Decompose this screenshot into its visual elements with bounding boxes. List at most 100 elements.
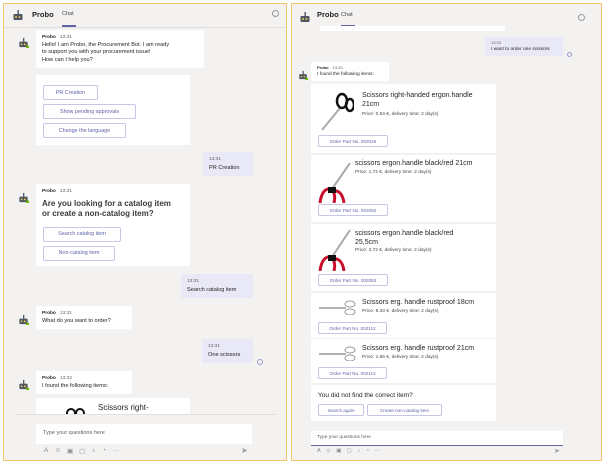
compose-toolbar: A ☺ ▣ ▢ ♁ ◔ ··· [44, 447, 119, 455]
format-icon[interactable]: A [317, 448, 321, 454]
schedule-icon[interactable]: ◔ [365, 448, 370, 454]
chat-title: Probo [317, 10, 339, 19]
message-line: to support you with your procurement iss… [42, 49, 151, 55]
emoji-icon[interactable]: ☺ [325, 448, 332, 454]
timestamp: 13:31 [59, 35, 72, 40]
user-message: 13:33 I want to order one scissors [485, 37, 563, 56]
scissors-image [66, 408, 85, 414]
item-name: Scissors right-handed ergon.handle 21cm [362, 92, 473, 108]
not-found-section: You did not find the correct item? Searc… [311, 385, 496, 421]
tab-chat[interactable]: Chat [341, 12, 353, 18]
message-text: One scissors [208, 352, 241, 358]
item-name: Scissors erg. handle rustproof 18cm [362, 299, 475, 306]
chat-panel-right: Probo Chat 13:33 I want to order one sci… [291, 3, 602, 461]
read-receipt-icon [257, 359, 263, 365]
compose-toolbar: A ☺ ▣ ▢ ♁ ◔ ··· [317, 448, 380, 454]
order-part-button[interactable]: Order Part No. 002083 [318, 274, 388, 286]
timestamp: 13:31 [59, 189, 72, 194]
message-text: I want to order one scissors [491, 46, 550, 52]
sender: Probo [42, 376, 56, 381]
sender: Probo [317, 65, 329, 70]
send-icon[interactable]: ➤ [554, 448, 560, 455]
tab-active-indicator [62, 25, 76, 27]
send-icon[interactable]: ➤ [241, 446, 248, 455]
scissors-image [319, 300, 356, 315]
message-text: What do you want to order? [42, 317, 111, 324]
message-text: I found the following items: [42, 382, 109, 389]
user-message: 13:31 PR Creation [203, 152, 253, 176]
non-catalog-item-button[interactable]: Non-catalog item [43, 246, 115, 261]
sticker-icon[interactable]: ▢ [79, 448, 86, 455]
gif-icon[interactable]: ▣ [336, 448, 342, 454]
tab-chat[interactable]: Chat [62, 11, 74, 17]
read-receipt-icon [567, 52, 572, 57]
search-again-button[interactable]: Search again [318, 404, 364, 416]
scissors-image [318, 229, 351, 271]
message-input[interactable]: Type your questions here [36, 424, 252, 444]
item-entry: scissors ergon.handle black/red 21cm Pri… [311, 155, 496, 222]
bot-message: Probo 13:31 Hello! I am Probo, the Procur… [36, 30, 204, 68]
previous-card-edge [320, 26, 505, 31]
order-part-button[interactable]: Order Part No. 002113 [318, 367, 387, 379]
message-title-line: or create a non-catalog item? [42, 209, 154, 218]
item-entry: scissors ergon.handle black/red 25,5cm Pr… [311, 224, 496, 291]
message-text: I found the following items: [317, 71, 374, 77]
order-part-button[interactable]: Order Part No. 002082 [318, 204, 388, 216]
item-name: Scissors right- [98, 403, 149, 412]
scissors-image [319, 346, 356, 361]
timestamp: 13:31 [208, 344, 221, 349]
order-part-button[interactable]: Order Part No. 002112 [318, 322, 387, 334]
message-title-line: Are you looking for a catalog item [42, 198, 171, 208]
item-entry: Scissors right-handed ergon.handle 21cm P… [311, 84, 496, 153]
sticker-icon[interactable]: ▢ [346, 448, 352, 454]
pr-creation-button[interactable]: PR Creation [43, 85, 98, 100]
create-non-catalog-item-button[interactable]: Create non-catalog item [367, 404, 442, 416]
item-price: Price: 3.72 €, delivery time: 2 day(s) [355, 248, 432, 253]
items-card: Scissors right-handed ergon.handle 21cm P… [311, 84, 496, 421]
timestamp: 13:31 [209, 157, 222, 162]
item-name: scissors ergon.handle black/red 21cm [355, 160, 473, 167]
message-text: PR Creation [209, 165, 240, 171]
search-catalog-item-button[interactable]: Search catalog item [43, 227, 121, 242]
message-input[interactable]: Type your questions here [311, 431, 563, 446]
item-price: Price: 8.33 €, delivery time: 2 day(s) [362, 309, 439, 314]
sender: Probo [42, 189, 56, 194]
history-icon[interactable] [272, 10, 279, 17]
item-entry: Scissors erg. handle rustproof 18cm Pric… [311, 293, 496, 338]
bot-message: Probo 13:33 I found the following items: [311, 62, 389, 81]
chat-header: Probo Chat [292, 4, 601, 28]
praise-icon[interactable]: ♁ [91, 447, 97, 454]
probo-bot-logo-icon [300, 12, 310, 22]
format-icon[interactable]: A [44, 447, 49, 454]
bot-message: Probo 13:31 Are you looking for a catalog… [36, 184, 190, 266]
sender: Probo [42, 35, 56, 40]
item-entry: Scissors erg. handle rustproof 21cm Pric… [311, 339, 496, 383]
emoji-icon[interactable]: ☺ [54, 447, 61, 454]
message-text: Search catalog item [187, 287, 237, 293]
user-message: 13:31 Search catalog item [181, 274, 253, 298]
timestamp: 13:31 [59, 311, 72, 316]
bot-avatar-icon [19, 314, 29, 325]
show-pending-approvals-button[interactable]: Show pending approvals [43, 104, 136, 119]
history-icon[interactable] [578, 14, 585, 21]
item-name: Scissors erg. handle rustproof 21cm [362, 345, 475, 352]
timestamp: 13:33 [491, 40, 502, 45]
item-name: scissors ergon.handle black/red 25,5cm [355, 230, 454, 246]
probo-bot-logo-icon [13, 10, 23, 20]
scissors-image [321, 92, 354, 131]
chat-title: Probo [32, 10, 54, 19]
change-language-button[interactable]: Change the language [43, 123, 126, 138]
scissors-image [318, 162, 351, 203]
item-card-partial: Scissors right- [36, 398, 190, 414]
bot-avatar-icon [19, 37, 29, 48]
more-icon[interactable]: ··· [374, 448, 380, 454]
more-icon[interactable]: ··· [112, 447, 119, 454]
item-price: Price: 0.54 €, delivery time: 2 day(s) [362, 112, 439, 117]
praise-icon[interactable]: ♁ [356, 448, 361, 454]
bot-avatar-icon [19, 379, 29, 390]
gif-icon[interactable]: ▣ [66, 448, 74, 455]
timestamp: 13:32 [59, 376, 72, 381]
schedule-icon[interactable]: ◔ [102, 447, 107, 454]
sender: Probo [42, 311, 56, 316]
order-part-button[interactable]: Order Part No. 002025 [318, 135, 388, 147]
